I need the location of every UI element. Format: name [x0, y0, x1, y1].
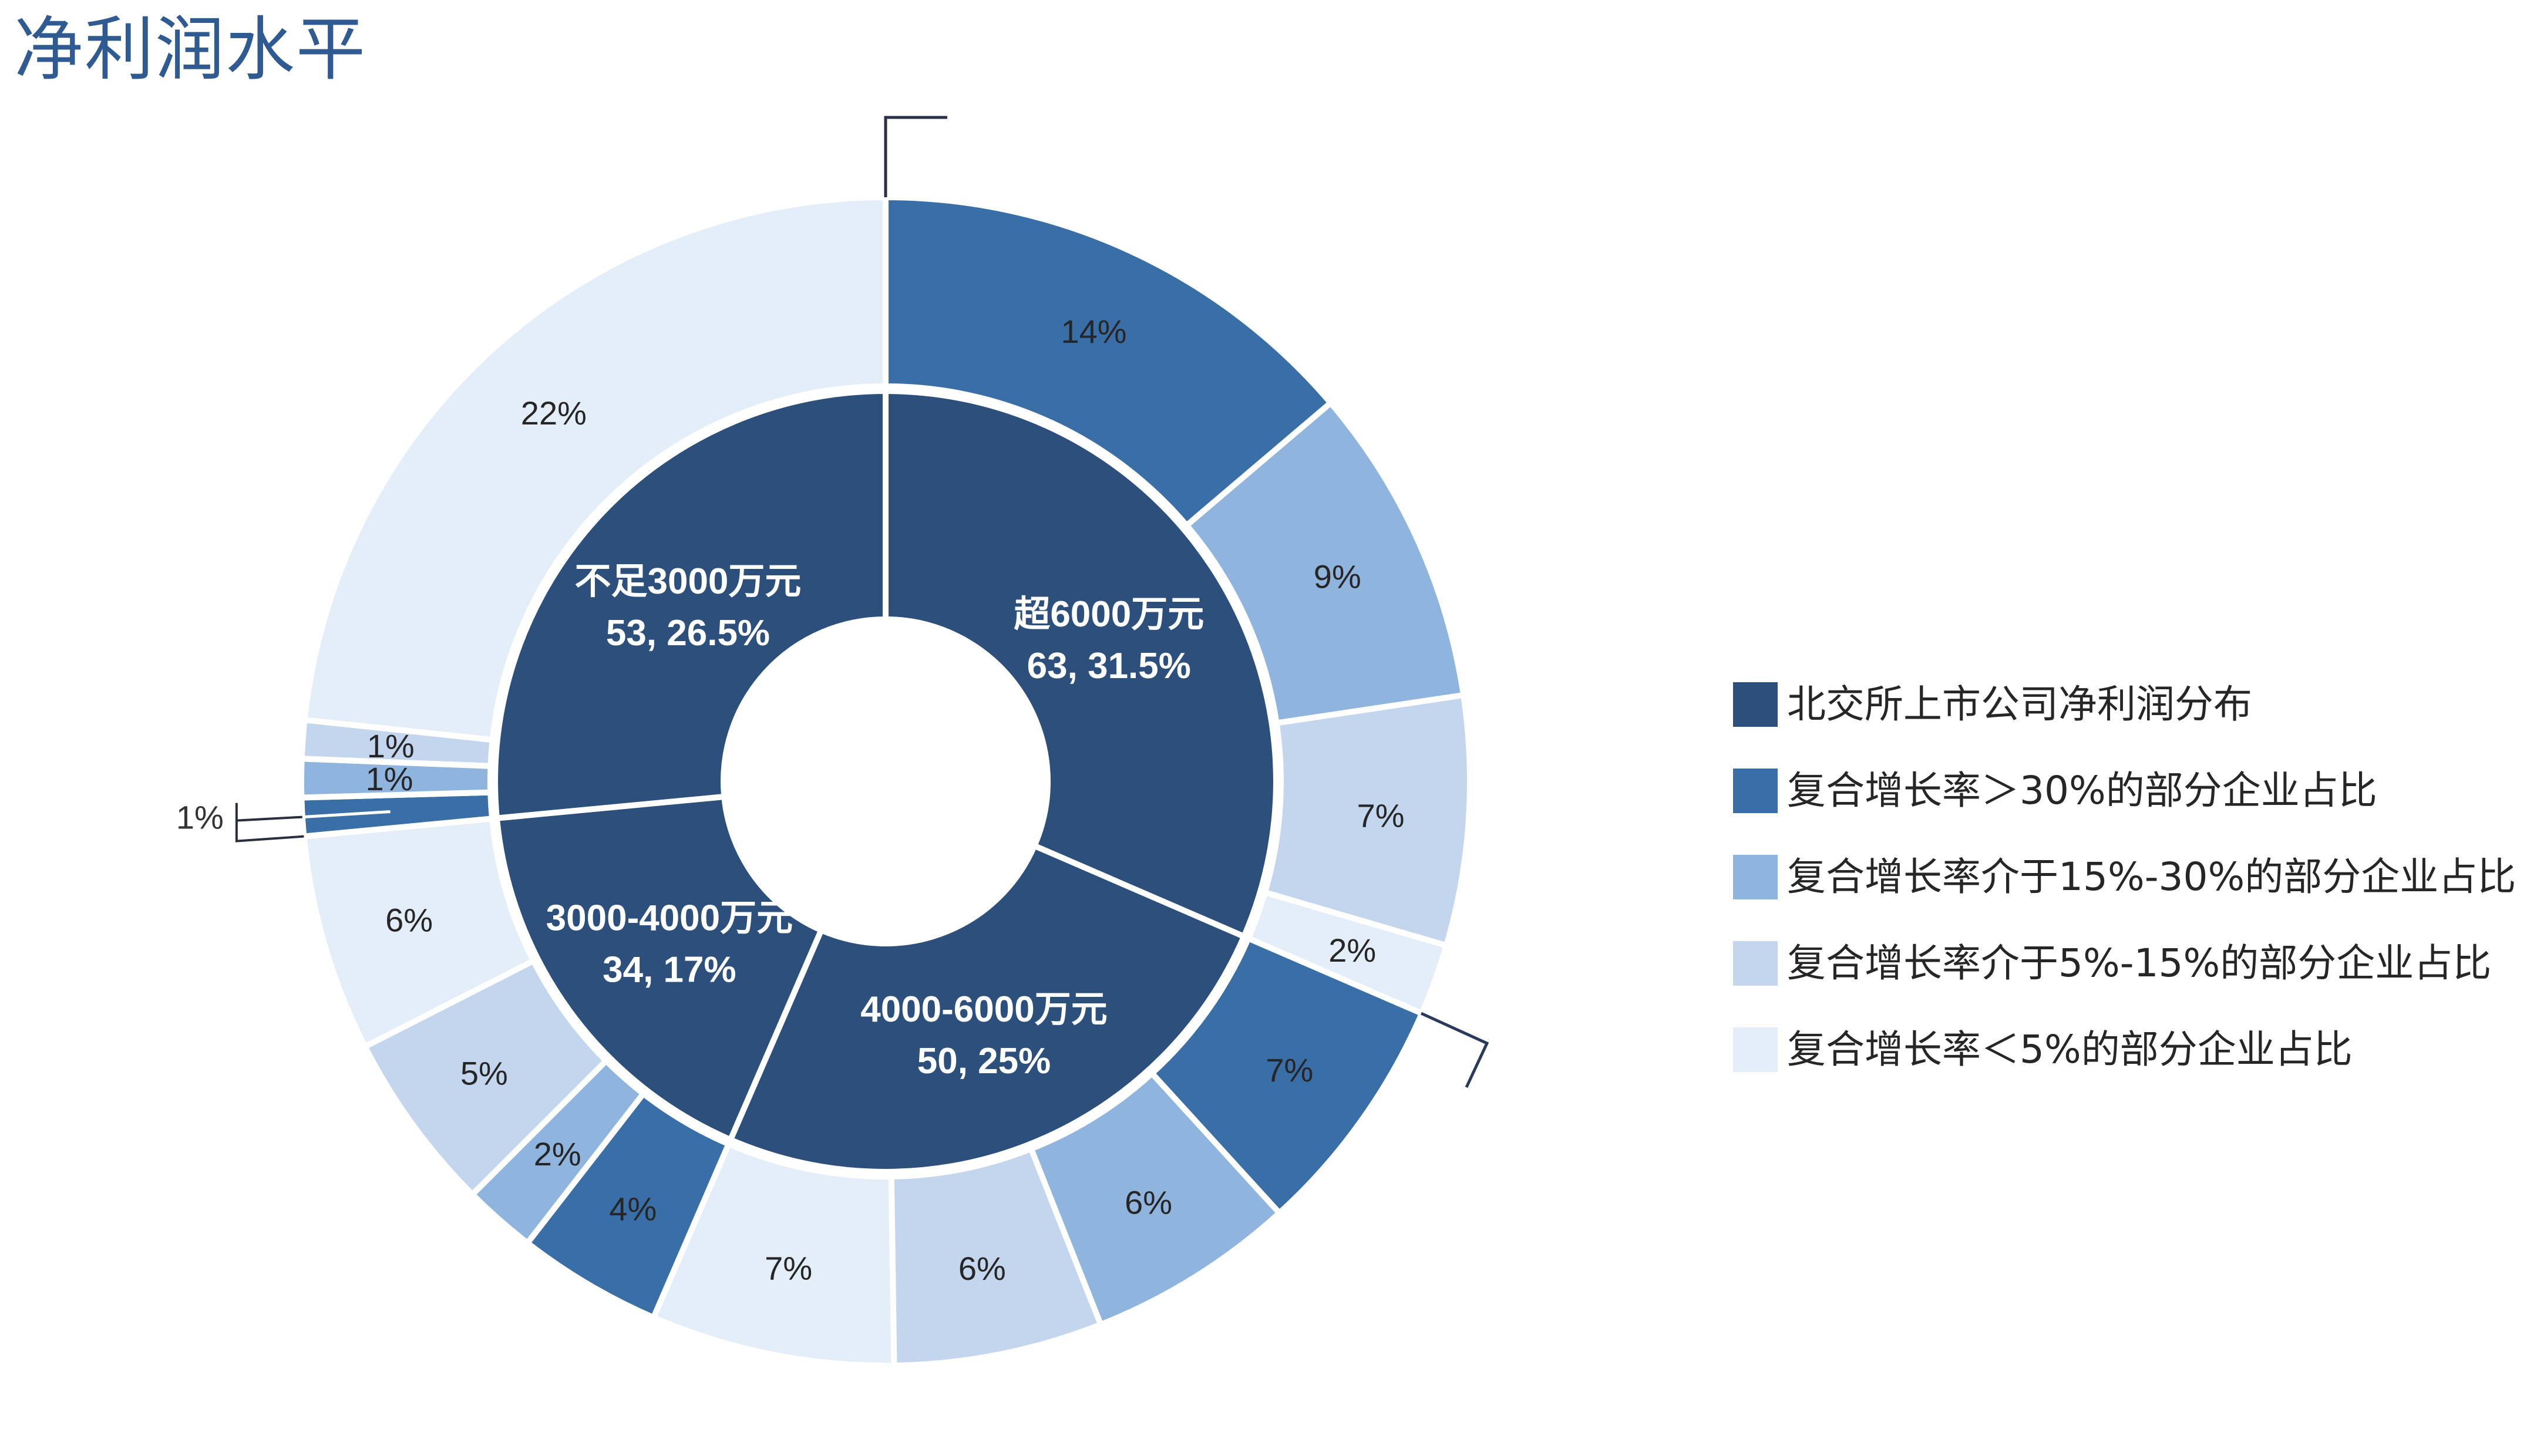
chart-labels: 超6000万元 63, 31.5% 14% 9% 7% 2% 4000-6000万元 50, … — [176, 313, 1405, 1287]
outer-slice-label: 7% — [1357, 797, 1405, 834]
inner-slice — [493, 793, 825, 1144]
leader-lines — [884, 116, 1489, 1088]
outer-slice — [301, 194, 889, 743]
outer-slice-label: 22% — [521, 395, 587, 432]
outer-slice — [883, 194, 1335, 530]
outer-slice-label: 5% — [460, 1055, 508, 1092]
inner-slice-label: 4000-6000万元 50, 25% — [860, 989, 1108, 1081]
outer-slice-label: 6% — [1125, 1184, 1172, 1221]
outer-slice-label: 14% — [1061, 313, 1126, 350]
outer-slice-label: 6% — [385, 902, 433, 939]
legend-item-growth-below-5: 复合增长率＜5%的部分企业占比 — [1733, 1027, 2516, 1072]
outer-slice-label: 7% — [765, 1250, 812, 1287]
inner-slice — [883, 387, 1279, 941]
legend-item-growth-5-15: 复合增长率介于5%-15%的部分企业占比 — [1733, 941, 2516, 986]
inner-slice — [492, 387, 889, 822]
right-leader-line — [1420, 1012, 1489, 1088]
leader-bracket — [235, 803, 304, 842]
chart-legend: 北交所上市公司净利润分布 复合增长率＞30%的部分企业占比 复合增长率介于15%… — [1733, 682, 2516, 1114]
chart-slices — [298, 194, 1473, 1369]
page-title: 净利润水平 — [14, 9, 367, 90]
outer-slice-label: 2% — [534, 1135, 581, 1172]
outer-slice-label: 1% — [366, 760, 413, 797]
legend-label: 复合增长率＞30%的部分企业占比 — [1787, 768, 2377, 813]
outer-slice-label: 4% — [609, 1190, 657, 1227]
legend-swatch — [1733, 769, 1778, 813]
outer-slice-label: 1% — [367, 727, 415, 764]
inner-slice-label: 不足3000万元 53, 26.5% — [574, 561, 801, 653]
legend-label: 复合增长率介于5%-15%的部分企业占比 — [1787, 941, 2492, 986]
leader-line — [302, 810, 391, 819]
outer-slice-label: 6% — [958, 1250, 1006, 1287]
legend-item-growth-above-30: 复合增长率＞30%的部分企业占比 — [1733, 769, 2516, 813]
legend-item-growth-15-30: 复合增长率介于15%-30%的部分企业占比 — [1733, 855, 2516, 899]
top-leader-line — [884, 116, 947, 197]
legend-swatch — [1733, 941, 1778, 986]
legend-label: 北交所上市公司净利润分布 — [1787, 682, 2252, 727]
outer-slice-label: 2% — [1328, 932, 1376, 969]
outer-slice-label: 7% — [1266, 1051, 1313, 1088]
legend-label: 复合增长率介于15%-30%的部分企业占比 — [1787, 854, 2516, 899]
legend-item-net-profit: 北交所上市公司净利润分布 — [1733, 682, 2516, 727]
outer-slice-label: 1% — [176, 799, 224, 836]
inner-slice-label: 超6000万元 63, 31.5% — [1014, 594, 1204, 686]
outer-slice-label: 9% — [1314, 558, 1361, 595]
inner-slice-label: 3000-4000万元 34, 17% — [546, 898, 793, 990]
legend-swatch — [1733, 1027, 1778, 1072]
legend-swatch — [1733, 682, 1778, 727]
legend-swatch — [1733, 855, 1778, 899]
inner-slice — [726, 842, 1248, 1175]
legend-label: 复合增长率＜5%的部分企业占比 — [1787, 1027, 2353, 1072]
